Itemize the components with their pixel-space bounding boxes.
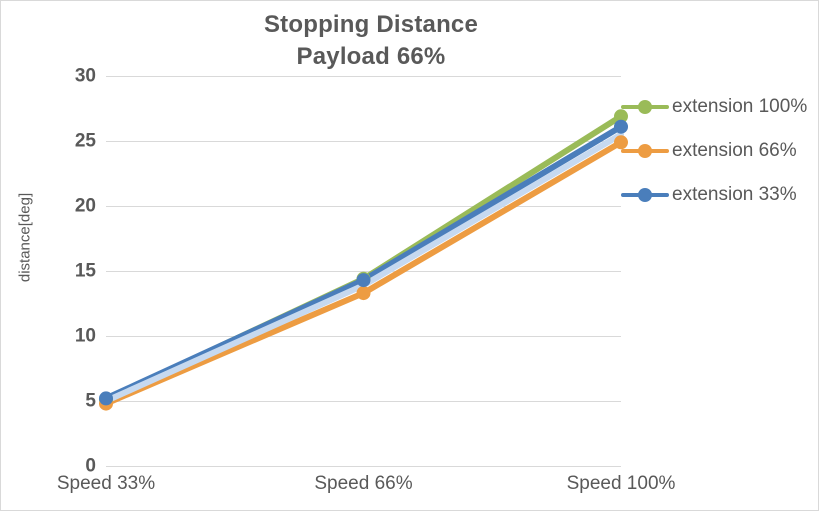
x-tick-label: Speed 33%	[56, 473, 156, 494]
x-tick-label: Speed 100%	[566, 473, 676, 494]
chart-title-line-1: Stopping Distance	[263, 11, 479, 38]
y-tick-label: 0	[85, 455, 96, 477]
y-tick-label: 5	[85, 390, 96, 412]
series-lines	[99, 109, 628, 411]
legend-label: extension 100%	[672, 96, 808, 117]
legend-entry[interactable]: extension 33%	[621, 173, 818, 217]
legend-entry[interactable]: extension 100%	[621, 85, 818, 129]
gridline	[106, 76, 621, 77]
gridline	[106, 401, 621, 402]
gridline	[106, 271, 621, 272]
data-point-marker	[356, 273, 371, 288]
y-tick-label: 15	[74, 260, 96, 282]
gridline	[106, 206, 621, 207]
gridline	[106, 466, 621, 467]
data-point-marker	[614, 109, 628, 124]
gridline	[106, 141, 621, 142]
x-tick-label: Speed 66%	[314, 473, 413, 494]
legend-swatch-icon	[621, 187, 669, 203]
legend-entry[interactable]: extension 66%	[621, 129, 818, 173]
data-point-marker	[614, 119, 628, 134]
data-point-marker	[356, 286, 371, 301]
data-point-marker	[99, 391, 113, 406]
plot-area	[99, 76, 628, 467]
legend-swatch-icon	[621, 99, 669, 115]
series-line	[103, 113, 624, 403]
y-tick-label: 10	[74, 325, 96, 347]
chart-title-line-2: Payload 66%	[296, 43, 446, 70]
x-axis-tick-labels: Speed 33% Speed 66% Speed 100%	[1, 473, 691, 507]
chart-title: Stopping Distance Payload 66%	[121, 9, 621, 73]
y-tick-label: 25	[74, 130, 96, 152]
legend-swatch-icon	[621, 143, 669, 159]
legend-label: extension 66%	[672, 140, 797, 161]
y-tick-label: 30	[74, 65, 96, 87]
y-tick-label: 20	[74, 195, 96, 217]
y-axis-tick-labels: 0 5 10 15 20 25 30	[41, 67, 96, 476]
data-point-marker	[614, 135, 628, 150]
legend-label: extension 33%	[672, 184, 797, 205]
chart-legend: extension 100% extension 66% extension 33%	[621, 85, 818, 217]
y-axis-title: distance[deg]	[16, 192, 34, 283]
gridline	[106, 336, 621, 337]
